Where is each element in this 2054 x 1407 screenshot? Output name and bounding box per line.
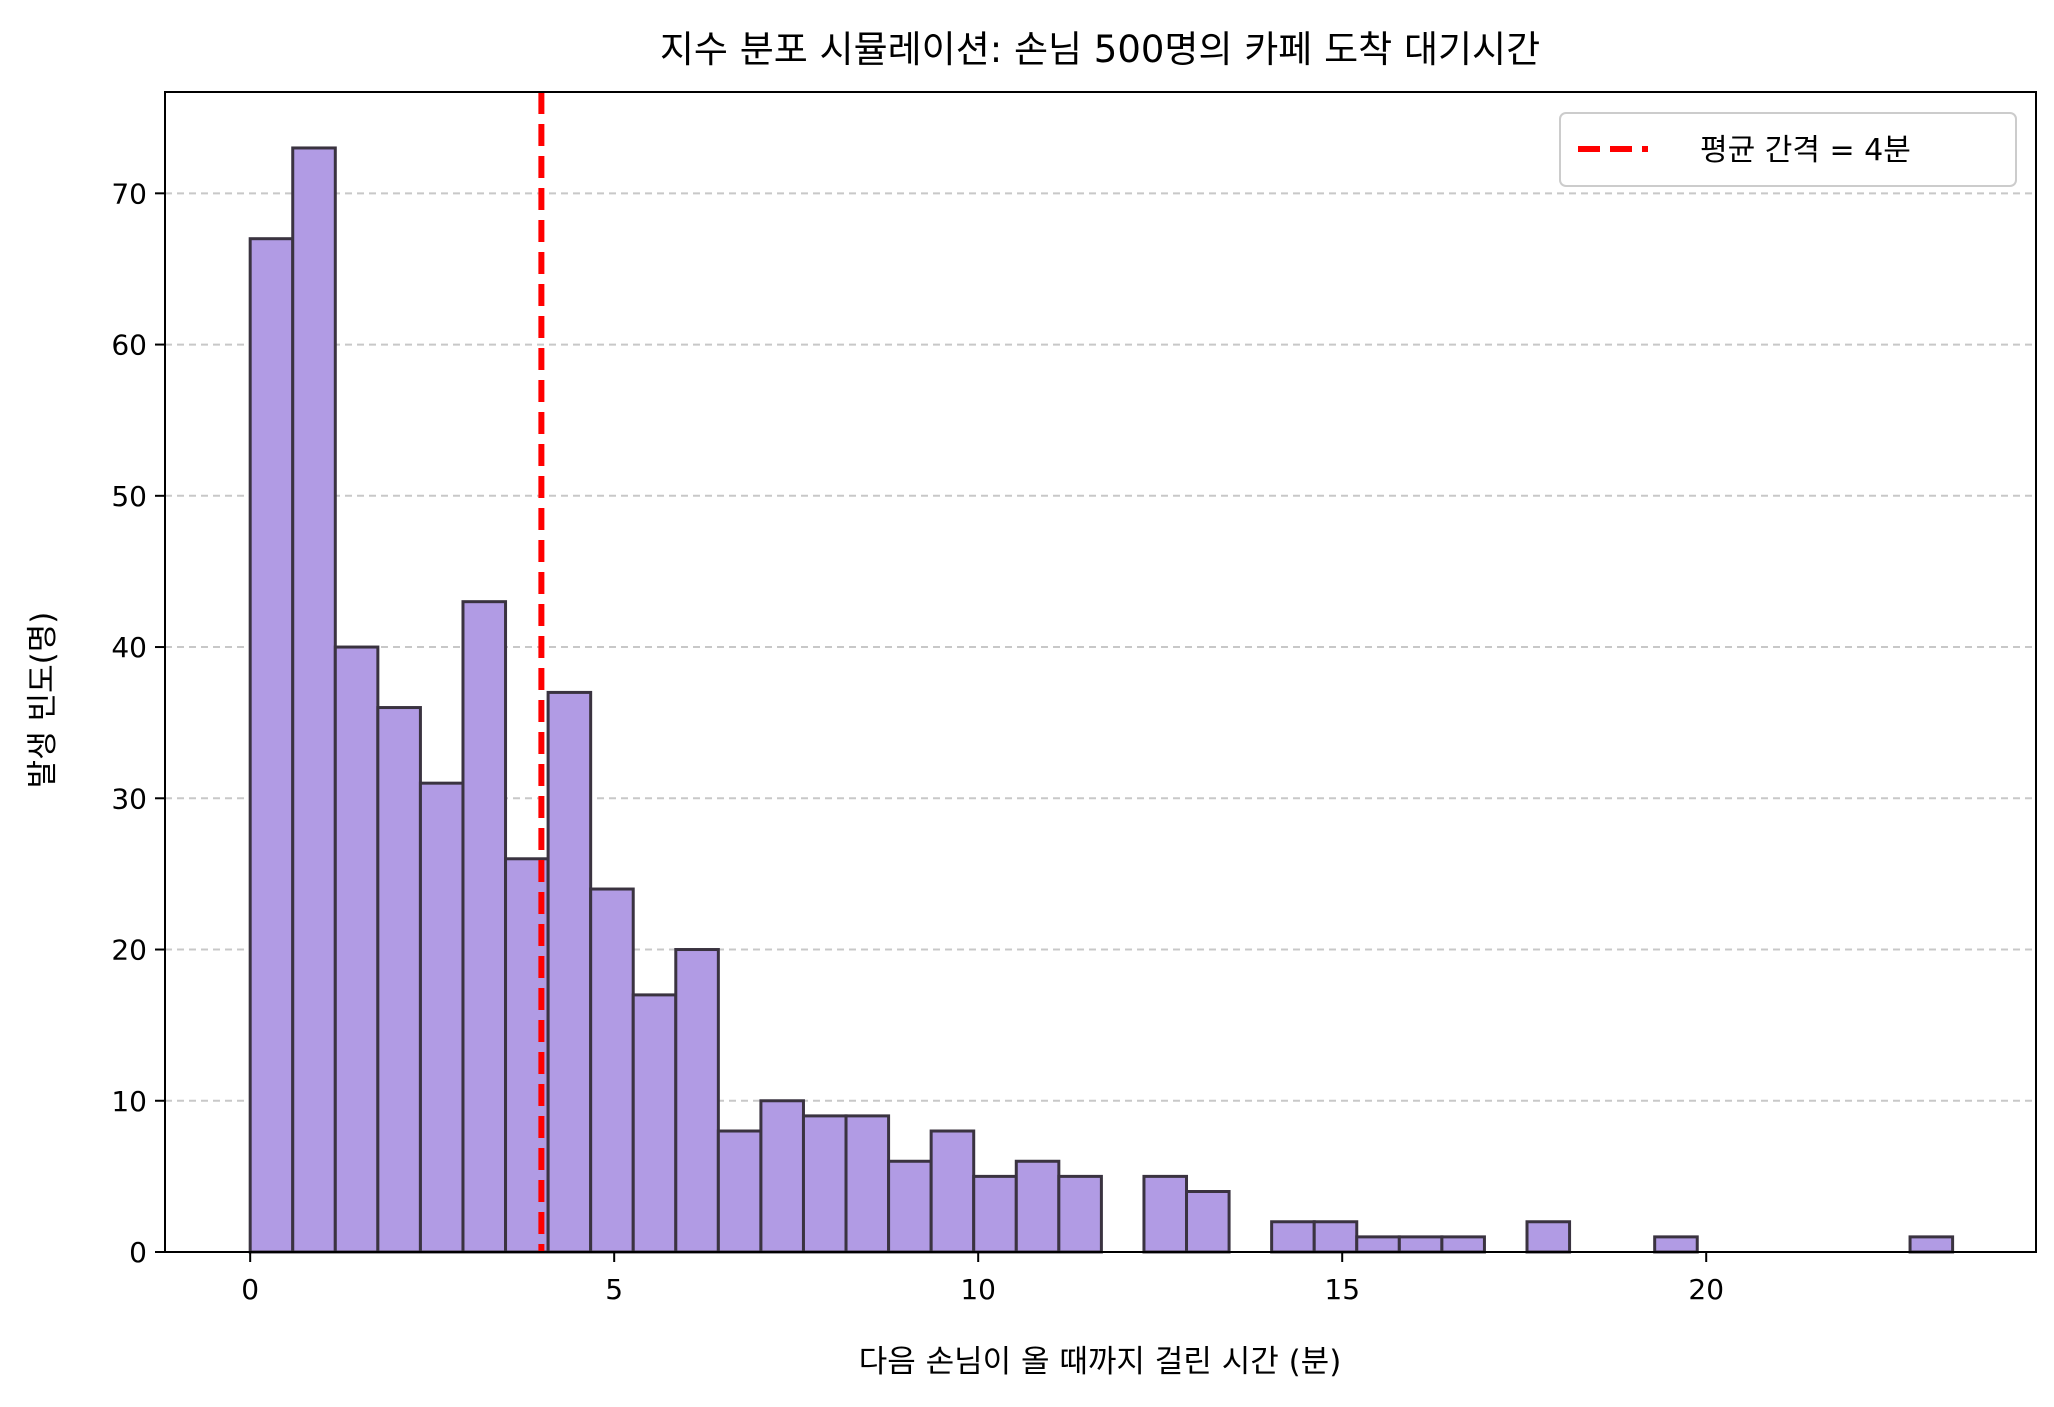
y-tick-label: 70 <box>111 177 147 210</box>
y-tick-label: 20 <box>111 934 147 967</box>
x-tick-label: 0 <box>241 1273 259 1306</box>
histogram-bar <box>1185 1190 1231 1254</box>
histogram-bar <box>801 1114 848 1254</box>
y-tick-label: 40 <box>111 631 147 664</box>
x-tick-label: 10 <box>960 1273 996 1306</box>
histogram-bar <box>674 948 720 1254</box>
histogram-bar <box>759 1099 805 1254</box>
histogram-bar <box>376 706 422 1254</box>
legend-frame <box>1559 112 2017 187</box>
histogram-bar <box>1312 1220 1359 1254</box>
x-axis-label: 다음 손님이 올 때까지 걸린 시간 (분) <box>859 1344 1342 1380</box>
histogram-bar <box>291 146 337 1254</box>
histogram-bar <box>631 993 678 1254</box>
x-tick-label: 15 <box>1324 1273 1360 1306</box>
histogram-bar <box>1057 1174 1103 1254</box>
histogram-bar <box>418 781 465 1254</box>
y-axis-ticks: 0 10 20 30 40 50 60 70 <box>111 177 165 1269</box>
histogram-bar <box>1142 1174 1189 1254</box>
histogram-bar <box>1397 1235 1444 1254</box>
histogram-bar <box>589 887 635 1254</box>
histogram-bar <box>1440 1235 1486 1254</box>
y-tick-label: 50 <box>111 480 147 513</box>
x-tick-label: 5 <box>605 1273 623 1306</box>
histogram-bar <box>929 1129 976 1254</box>
histogram-bar <box>461 600 508 1254</box>
histogram-bar <box>844 1114 891 1254</box>
legend-label: 평균 간격 = 4분 <box>1700 133 1911 168</box>
histogram-bar <box>1908 1235 1955 1254</box>
plot-frame <box>164 91 2037 1253</box>
x-tick-label: 20 <box>1688 1273 1724 1306</box>
histogram-bar <box>1525 1220 1572 1254</box>
x-axis-ticks: 0 5 10 15 20 <box>241 1252 1724 1306</box>
histogram-bar <box>1014 1159 1061 1254</box>
legend: 평균 간격 = 4분 <box>1559 112 2017 187</box>
y-axis-label: 발생 빈도(명) <box>25 612 61 789</box>
histogram-bar <box>1270 1220 1316 1254</box>
y-tick-label: 0 <box>129 1236 147 1269</box>
chart-title: 지수 분포 시뮬레이션: 손님 500명의 카페 도착 대기시간 <box>660 28 1540 71</box>
histogram-bar <box>887 1159 933 1254</box>
histogram-bar <box>333 645 380 1254</box>
histogram-bar <box>248 237 295 1254</box>
histogram-bar <box>546 690 593 1254</box>
y-tick-label: 10 <box>111 1085 147 1118</box>
histogram-bars <box>248 146 1955 1254</box>
histogram-bar <box>972 1174 1018 1254</box>
histogram-bar <box>1355 1235 1401 1254</box>
y-tick-label: 30 <box>111 782 147 815</box>
histogram-bar <box>1653 1235 1699 1254</box>
histogram-bar <box>716 1129 763 1254</box>
y-tick-label: 60 <box>111 329 147 362</box>
